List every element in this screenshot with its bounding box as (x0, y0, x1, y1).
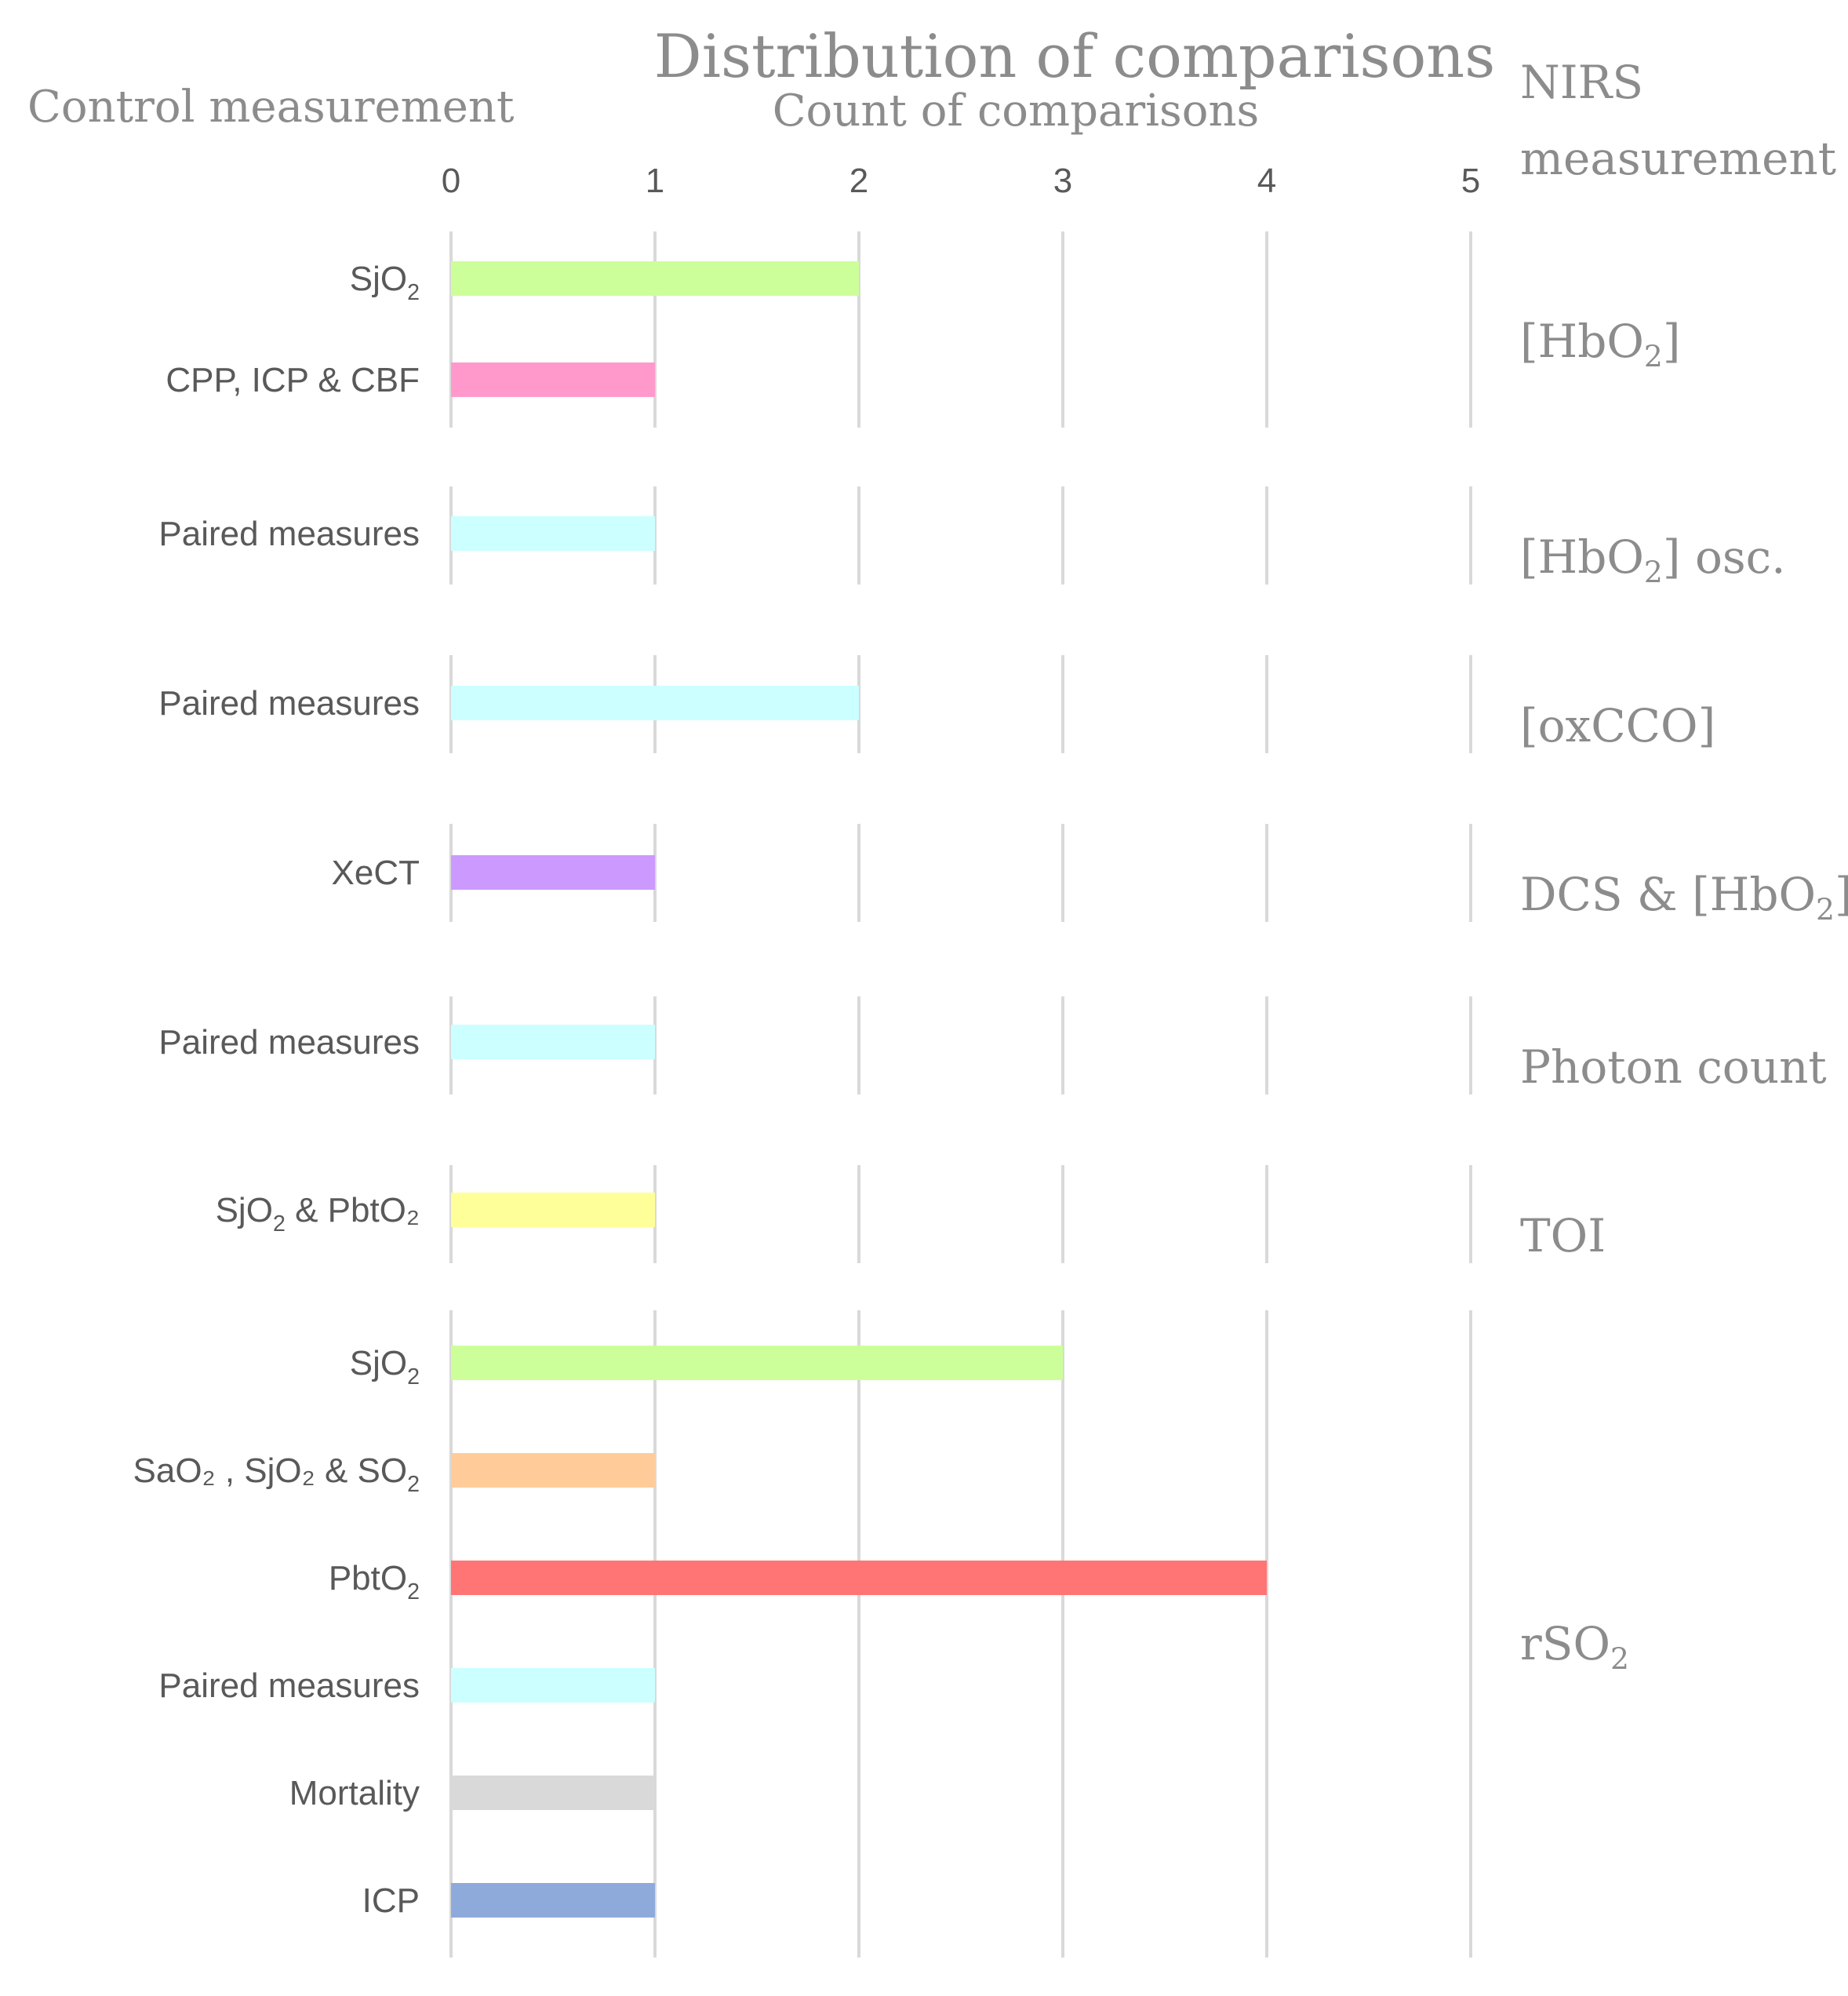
group-labels: [HbO2] [HbO2] osc. [oxCCO] DCS & [HbO2] Phot… (1520, 315, 1848, 1676)
category-label: PbtO2 (329, 1559, 420, 1604)
bar (451, 261, 859, 296)
category-label: CPP, ICP & CBF (166, 361, 420, 399)
category-label: ICP (362, 1881, 420, 1920)
bar (451, 1776, 655, 1810)
x-tick-label: 5 (1461, 162, 1480, 200)
bar (451, 1883, 655, 1918)
x-axis-title: Count of comparisons (773, 86, 1260, 137)
category-label: Mortality (289, 1774, 420, 1812)
group-label: rSO2 (1520, 1617, 1629, 1676)
bar (451, 362, 655, 397)
bar (451, 1025, 655, 1059)
bar (451, 855, 655, 890)
category-label: SaO₂ , SjO₂ & SO2 (133, 1451, 420, 1497)
group-label: [HbO2] (1520, 315, 1681, 373)
right-header-line-1: NIRS (1520, 56, 1643, 109)
bar (451, 1193, 655, 1227)
bars (451, 261, 1267, 1918)
category-label: Paired measures (158, 684, 420, 723)
x-tick-label: 0 (442, 162, 460, 200)
category-label: SjO2 (350, 1344, 420, 1390)
x-tick-label: 2 (849, 162, 868, 200)
x-axis-ticks: 0 1 2 3 4 5 (442, 162, 1480, 200)
category-label: Paired measures (158, 1666, 420, 1705)
group-label: [oxCCO] (1520, 699, 1715, 752)
bar (451, 1668, 655, 1703)
group-label: DCS & [HbO2] (1520, 868, 1848, 927)
category-label: SjO2 (350, 260, 420, 305)
bar (451, 1346, 1063, 1380)
right-header-line-2: measurement (1520, 132, 1836, 185)
category-label: Paired measures (158, 1023, 420, 1062)
bar (451, 516, 655, 551)
x-tick-label: 3 (1053, 162, 1072, 200)
category-labels: SjO2 CPP, ICP & CBF Paired measures Paired … (133, 260, 420, 1920)
group-label: TOI (1520, 1209, 1606, 1262)
group-label: Photon count (1520, 1040, 1827, 1094)
category-label: XeCT (332, 854, 420, 892)
x-tick-label: 1 (646, 162, 664, 200)
category-label: SjO2 & PbtO₂ (216, 1191, 420, 1237)
bar (451, 686, 859, 720)
category-label: Paired measures (158, 515, 420, 553)
chart-title: Distribution of comparisons (654, 21, 1495, 91)
left-header: Control measurement (27, 82, 515, 133)
group-label: [HbO2] osc. (1520, 530, 1786, 589)
bar (451, 1561, 1267, 1595)
bar (451, 1453, 655, 1488)
x-tick-label: 4 (1257, 162, 1276, 200)
